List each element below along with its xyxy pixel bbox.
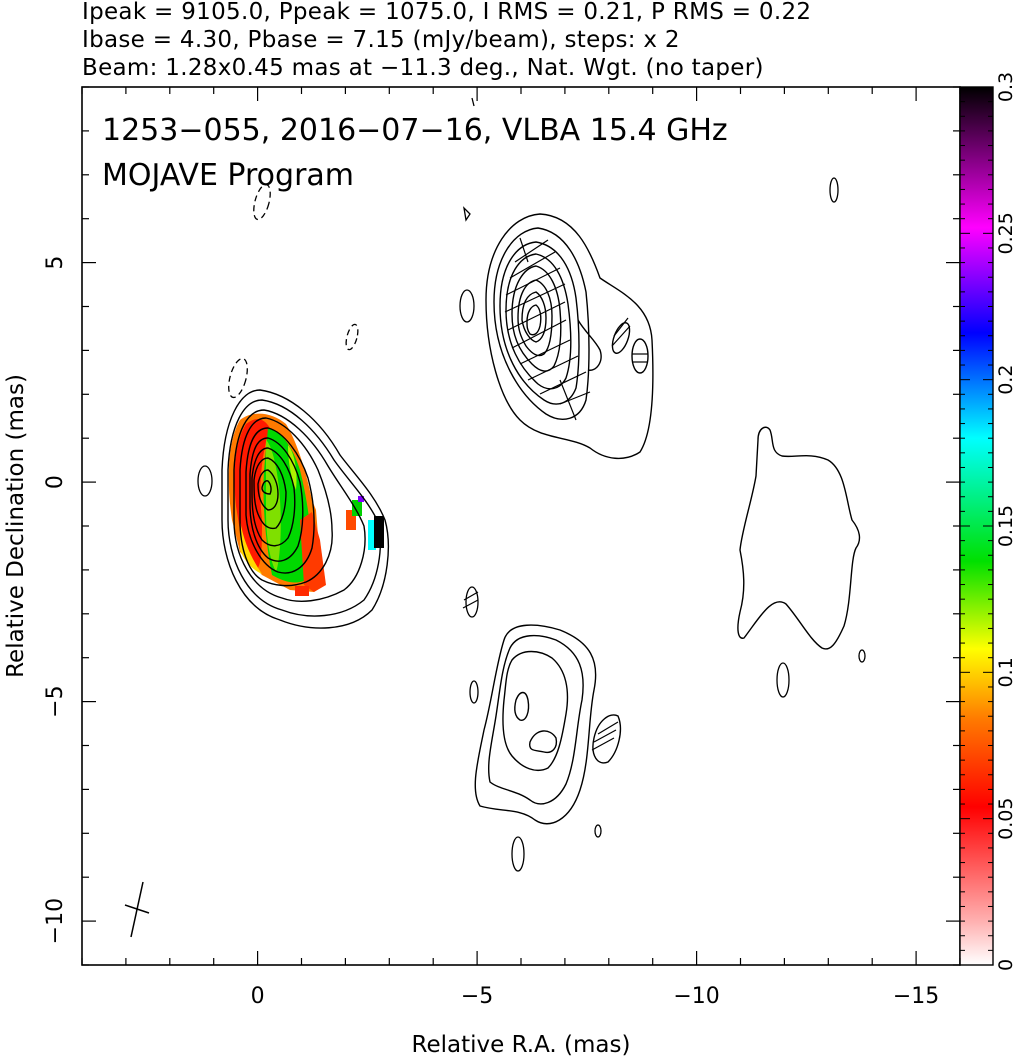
colorbar-tick-label: 0.05 (995, 798, 1017, 840)
plot-frame (81, 86, 961, 966)
x-axis-label: Relative R.A. (mas) (412, 1032, 631, 1058)
ne-feature-contours (485, 213, 654, 459)
header-line-1: Ipeak = 9105.0, Ppeak = 1075.0, I RMS = … (82, 0, 811, 25)
header-line-2: Ibase = 4.30, Pbase = 7.15 (mJy/beam), s… (82, 27, 680, 53)
header-line-3: Beam: 1.28x0.45 mas at −11.3 deg., Nat. … (82, 55, 764, 81)
colorbar-tick-label: 0.1 (995, 657, 1017, 687)
x-tick-label: 0 (251, 984, 265, 1009)
w-feature-contours (737, 426, 861, 650)
colorbar-tick-label: 0.2 (995, 365, 1017, 395)
colorbar-tick-label: 0.3 (995, 72, 1017, 102)
x-tick-label: −5 (461, 984, 493, 1009)
y-axis-label: Relative Declination (mas) (3, 374, 29, 678)
y-tick-label: 0 (43, 475, 68, 489)
colorbar-tick-label: 0.25 (995, 212, 1017, 254)
source-label: 1253−055, 2016−07−16, VLBA 15.4 GHz (102, 113, 728, 148)
y-tick-label: −5 (43, 685, 68, 717)
s-pol-vectors (462, 591, 619, 751)
negative-contours (228, 183, 359, 399)
beam-marker (124, 881, 150, 938)
s-feature-contours (474, 624, 622, 825)
axes: 0 −5 −10 −15 5 0 −5 −10 0 0.05 0.1 0.15 0.2 0.25 0.3 (43, 72, 1017, 1009)
x-tick-label: −15 (893, 984, 939, 1009)
minor-contours (197, 97, 866, 872)
y-tick-label: −10 (43, 898, 68, 944)
colorbar-tick-label: 0 (995, 959, 1017, 971)
y-tick-label: 5 (43, 256, 68, 270)
colorbar-tick-label: 0.15 (995, 505, 1017, 547)
x-tick-label: −10 (673, 984, 719, 1009)
core-contours (221, 389, 390, 629)
ne-pol-vectors (504, 237, 648, 421)
program-label: MOJAVE Program (102, 158, 354, 193)
